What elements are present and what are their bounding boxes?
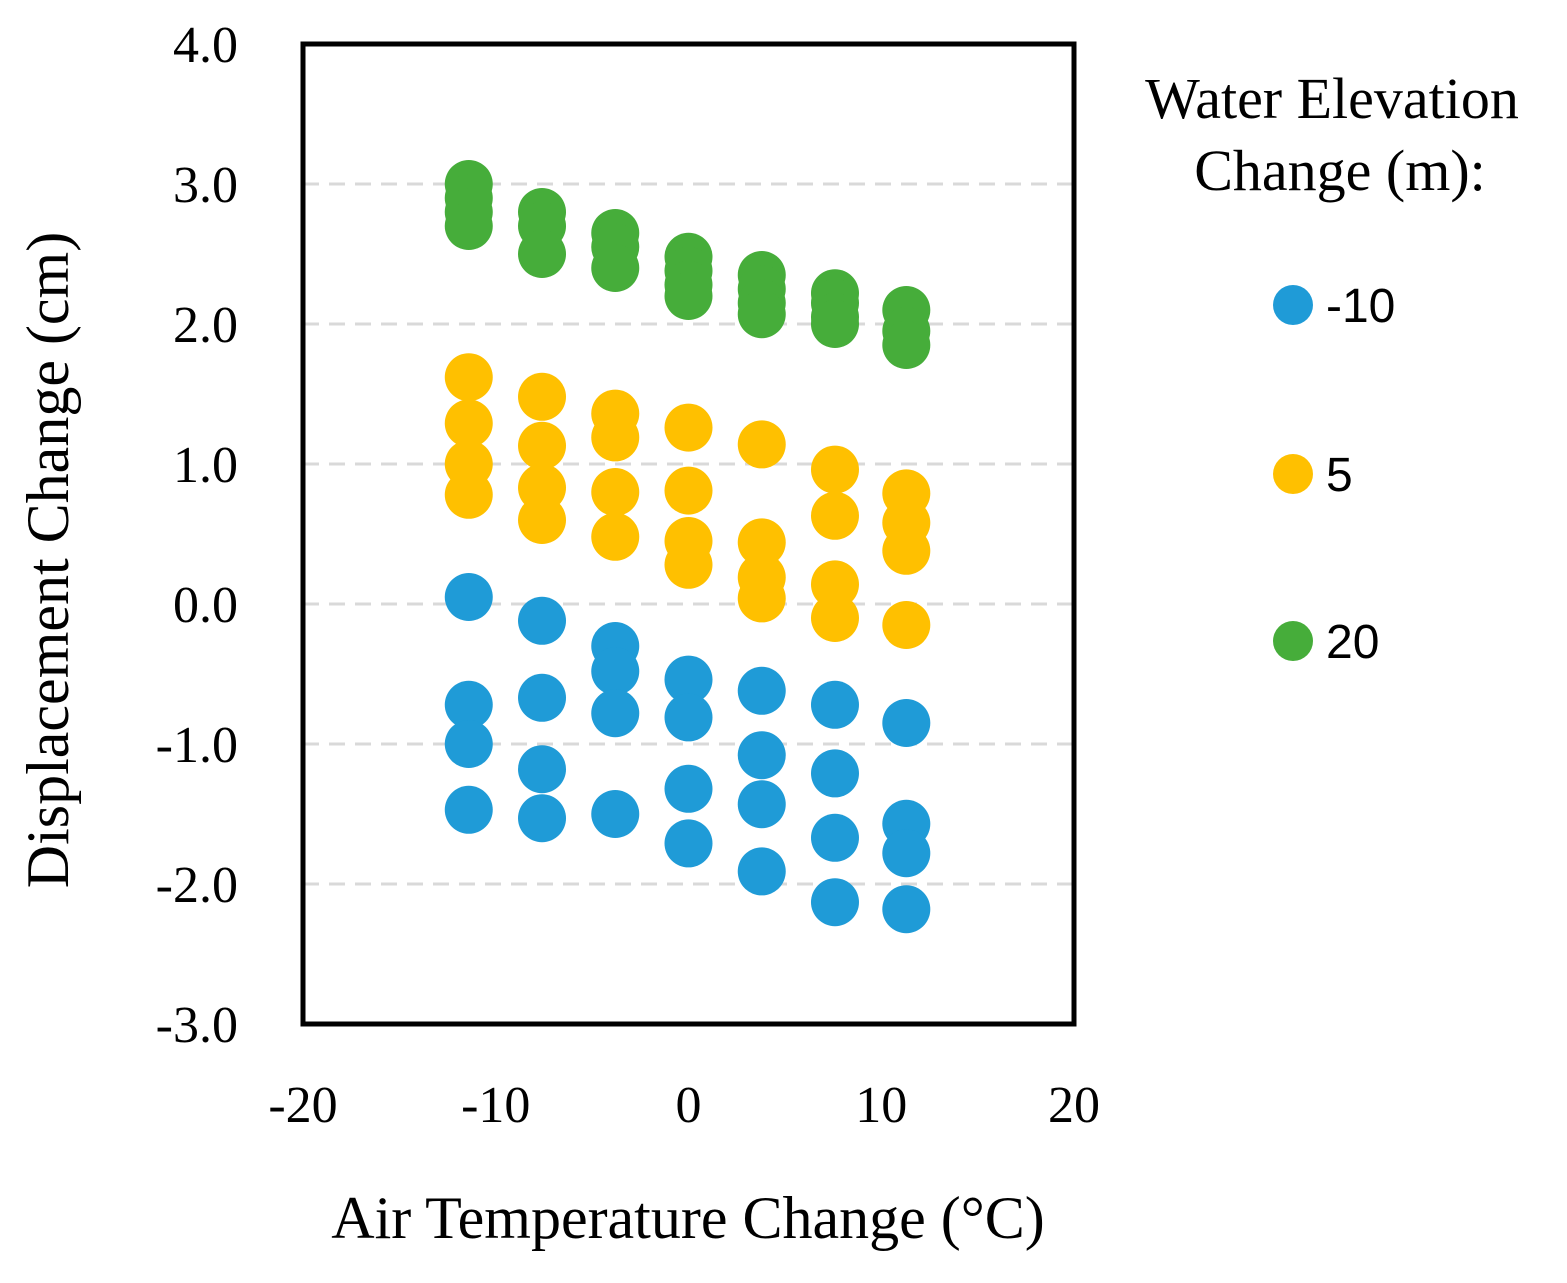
data-point <box>737 420 786 469</box>
data-point <box>882 321 931 369</box>
data-point <box>810 445 859 494</box>
data-point <box>882 699 931 747</box>
data-point <box>444 680 493 729</box>
legend-title-line1: Water Elevation <box>1145 66 1519 131</box>
x-axis-tick-labels: -20 -10 0 10 20 <box>268 1077 1100 1134</box>
legend-label: -10 <box>1326 280 1395 333</box>
data-point <box>664 819 713 868</box>
legend: Water Elevation Change (m): -10 5 20 <box>1145 66 1519 669</box>
data-point <box>882 601 931 649</box>
data-point <box>810 749 859 798</box>
legend-title-line2: Change (m): <box>1194 138 1486 203</box>
legend-marker <box>1273 285 1313 325</box>
data-point <box>737 290 786 339</box>
data-point <box>882 526 931 575</box>
legend-label: 20 <box>1326 616 1379 669</box>
data-point <box>737 666 786 715</box>
data-point <box>518 745 567 794</box>
data-point <box>664 655 713 704</box>
data-point <box>518 794 567 843</box>
data-point <box>591 647 640 696</box>
data-point <box>810 300 859 348</box>
data-point <box>737 847 786 896</box>
data-point <box>591 468 640 516</box>
data-point <box>518 596 567 645</box>
data-point <box>810 594 859 642</box>
y-tick-label: -3.0 <box>156 997 238 1054</box>
data-point <box>444 470 493 519</box>
data-point <box>444 720 493 768</box>
data-point <box>882 829 931 878</box>
data-point <box>444 353 493 402</box>
data-point <box>444 785 493 834</box>
data-point <box>591 413 640 462</box>
data-point <box>591 244 640 292</box>
data-point <box>664 540 713 589</box>
y-tick-label: 1.0 <box>173 437 238 494</box>
x-tick-label: -20 <box>268 1077 337 1134</box>
data-point <box>810 813 859 862</box>
data-point <box>737 731 786 780</box>
y-axis-title: Displacement Change (cm) <box>15 232 81 888</box>
data-point <box>444 399 493 448</box>
y-axis-tick-labels: 4.0 3.0 2.0 1.0 0.0 -1.0 -2.0 -3.0 <box>156 17 238 1054</box>
y-tick-label: 2.0 <box>173 297 238 354</box>
data-point <box>737 574 786 623</box>
data-points <box>444 160 931 934</box>
legend-marker <box>1273 454 1313 494</box>
y-tick-label: 0.0 <box>173 577 238 634</box>
x-tick-label: 0 <box>676 1077 702 1134</box>
x-axis-title: Air Temperature Change (°C) <box>331 1185 1044 1251</box>
data-point <box>810 560 859 609</box>
x-tick-label: -10 <box>461 1077 530 1134</box>
data-point <box>518 496 567 544</box>
data-point <box>810 680 859 729</box>
plot-area-frame <box>300 41 1077 1027</box>
data-point <box>444 573 493 621</box>
y-tick-label: -2.0 <box>156 857 238 914</box>
y-tick-label: 4.0 <box>173 17 238 74</box>
data-point <box>810 491 859 540</box>
data-point <box>664 693 713 742</box>
x-tick-label: 20 <box>1048 1077 1100 1134</box>
y-tick-label: -1.0 <box>156 717 238 774</box>
data-point <box>737 518 786 567</box>
data-point <box>518 230 567 278</box>
data-point <box>664 403 713 452</box>
data-point <box>591 790 640 838</box>
data-point <box>518 372 567 421</box>
data-point <box>518 673 567 722</box>
data-point <box>444 202 493 250</box>
x-tick-label: 10 <box>855 1077 907 1134</box>
data-point <box>591 512 640 561</box>
legend-items: -10 5 20 <box>1273 280 1395 669</box>
data-point <box>882 885 931 934</box>
y-tick-label: 3.0 <box>173 157 238 214</box>
data-point <box>664 272 713 320</box>
data-point <box>737 780 786 829</box>
data-point <box>664 764 713 813</box>
data-point <box>664 466 713 515</box>
data-point <box>591 689 640 738</box>
data-point <box>518 421 567 470</box>
legend-label: 5 <box>1326 449 1353 502</box>
data-point <box>810 878 859 927</box>
legend-marker <box>1273 621 1313 661</box>
